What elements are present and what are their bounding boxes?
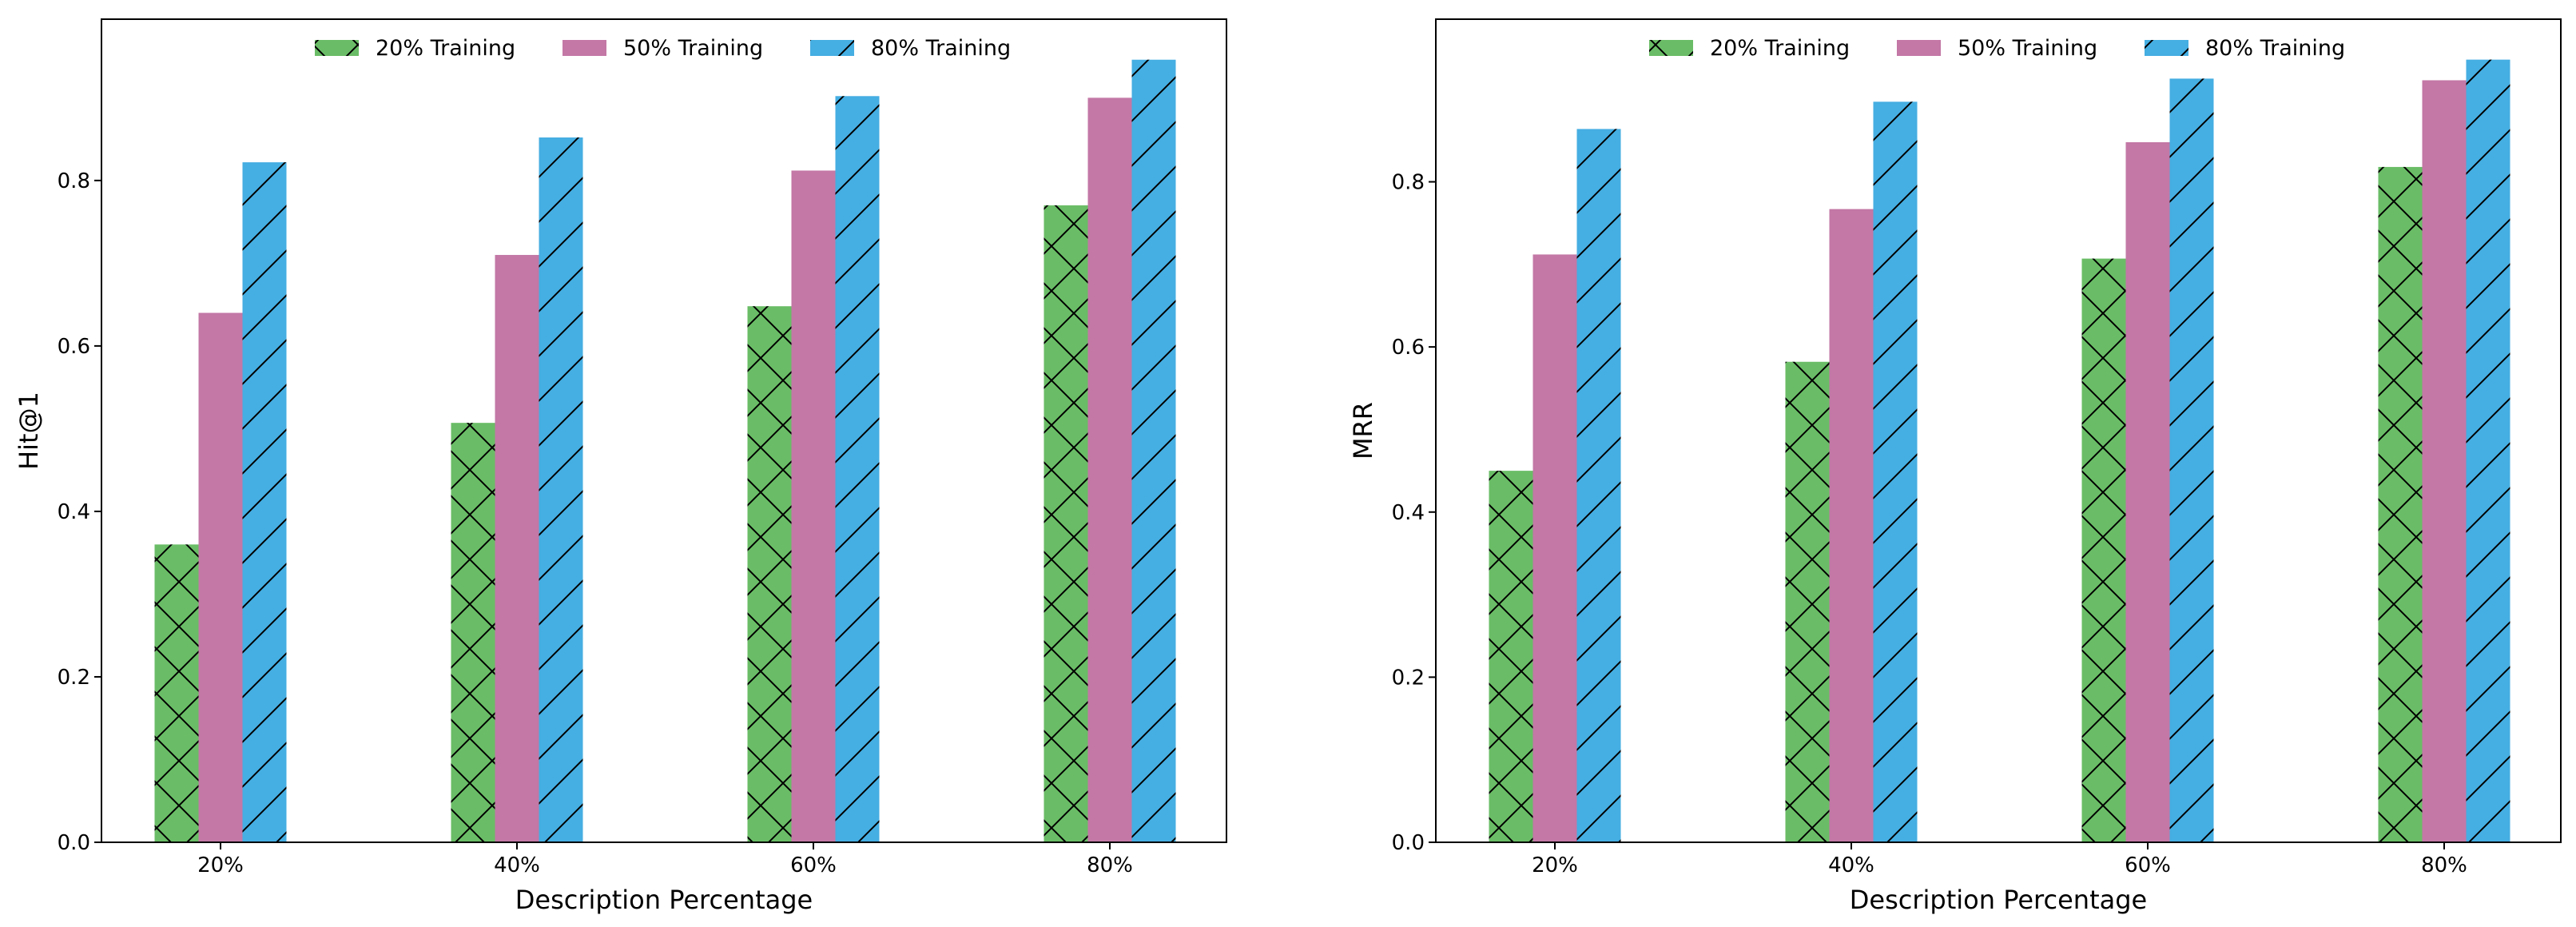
y-tick-label: 0.0	[1392, 831, 1425, 855]
bar-80-training-60-hatch	[2169, 78, 2214, 842]
legend-swatch-50-training	[1897, 40, 1941, 56]
y-axis-ticks: 0.0 0.2 0.4 0.6 0.8	[1392, 171, 1436, 855]
legend-label-80-training: 80% Training	[2205, 36, 2345, 61]
x-tick-label: 60%	[2125, 853, 2171, 877]
bar-20-training-80-hatch	[1044, 205, 1088, 843]
plot-frame	[1435, 18, 2562, 843]
y-axis-label: Hit@1	[14, 392, 44, 470]
legend-label-20-training: 20% Training	[1710, 36, 1850, 61]
bar-80-training-20-hatch	[1576, 129, 1621, 842]
legend-swatch-hatch	[1649, 40, 1693, 56]
y-tick-label: 0.2	[58, 666, 90, 690]
bars-group	[1489, 59, 2510, 843]
bar-80-training-40-hatch	[1873, 101, 1918, 842]
x-tick-label: 20%	[1532, 853, 1578, 877]
x-axis-label: Description Percentage	[515, 885, 813, 915]
y-tick-label: 0.6	[1392, 336, 1425, 360]
legend-swatch-hatch	[810, 40, 854, 56]
legend-swatch-hatch	[2145, 40, 2188, 56]
bar-50-training-40	[495, 255, 539, 842]
y-tick-label: 0.8	[58, 169, 90, 193]
x-tick-label: 80%	[2421, 853, 2467, 877]
bar-20-training-80-hatch	[2378, 166, 2423, 842]
x-tick-label: 40%	[1828, 853, 1874, 877]
y-axis-label: MRR	[1348, 402, 1378, 460]
legend-label-50-training: 50% Training	[1958, 36, 2097, 61]
bar-50-training-80	[1087, 97, 1132, 843]
legend-swatch-hatch	[315, 40, 359, 56]
bar-20-training-40-hatch	[1785, 361, 1830, 842]
bar-50-training-60	[2125, 141, 2170, 843]
bar-80-training-80-hatch	[2466, 59, 2510, 842]
plot-frame	[101, 18, 1227, 843]
y-tick-label: 0.8	[1392, 171, 1425, 195]
bar-20-training-20-hatch	[154, 544, 199, 842]
bar-80-training-60-hatch	[835, 96, 880, 842]
x-tick-label: 80%	[1087, 853, 1133, 877]
x-tick-label: 40%	[494, 853, 540, 877]
legend-entry-20-training: 20% Training	[315, 36, 515, 61]
bar-80-training-20-hatch	[242, 162, 287, 842]
bar-20-training-60-hatch	[747, 306, 792, 842]
bar-50-training-20	[1532, 254, 1577, 842]
bar-50-training-60	[791, 170, 836, 842]
legend-label-80-training: 80% Training	[871, 36, 1011, 61]
x-axis-ticks: 20% 40% 60% 80%	[1532, 842, 2467, 877]
legend: 20% Training 50% Training 80% Training	[315, 36, 1011, 61]
legend-swatch-50-training	[563, 40, 606, 56]
bar-50-training-40	[1829, 209, 1874, 843]
y-tick-label: 0.0	[58, 831, 90, 855]
x-axis-label: Description Percentage	[1850, 885, 2147, 915]
x-tick-label: 20%	[197, 853, 244, 877]
hit-at-1-chart: 0.0 0.2 0.4 0.6 0.8 20% 40% 60% 80% Description…	[14, 18, 1227, 915]
legend: 20% Training 50% Training 80% Training	[1649, 36, 2345, 61]
legend-entry-50-training: 50% Training	[1897, 36, 2097, 61]
legend-entry-50-training: 50% Training	[563, 36, 763, 61]
y-tick-label: 0.2	[1392, 666, 1425, 690]
bar-80-training-80-hatch	[1131, 59, 1176, 842]
bar-20-training-60-hatch	[2081, 258, 2126, 843]
y-tick-label: 0.4	[1392, 501, 1425, 525]
y-axis-ticks: 0.0 0.2 0.4 0.6 0.8	[58, 169, 101, 855]
x-tick-label: 60%	[790, 853, 837, 877]
mrr-chart: 0.0 0.2 0.4 0.6 0.8 20% 40% 60% 80% Description…	[1348, 18, 2562, 915]
y-tick-label: 0.4	[58, 500, 90, 524]
legend-entry-80-training: 80% Training	[2145, 36, 2345, 61]
bars-group	[154, 59, 1176, 843]
bar-50-training-80	[2422, 80, 2467, 843]
legend-label-20-training: 20% Training	[376, 36, 515, 61]
bar-20-training-40-hatch	[451, 423, 495, 842]
bar-20-training-20-hatch	[1489, 471, 1533, 842]
legend-entry-80-training: 80% Training	[810, 36, 1011, 61]
legend-entry-20-training: 20% Training	[1649, 36, 1850, 61]
x-axis-ticks: 20% 40% 60% 80%	[197, 842, 1133, 877]
bar-50-training-20	[198, 312, 243, 842]
legend-label-50-training: 50% Training	[623, 36, 763, 61]
bar-80-training-40-hatch	[539, 137, 583, 842]
y-tick-label: 0.6	[58, 335, 90, 359]
